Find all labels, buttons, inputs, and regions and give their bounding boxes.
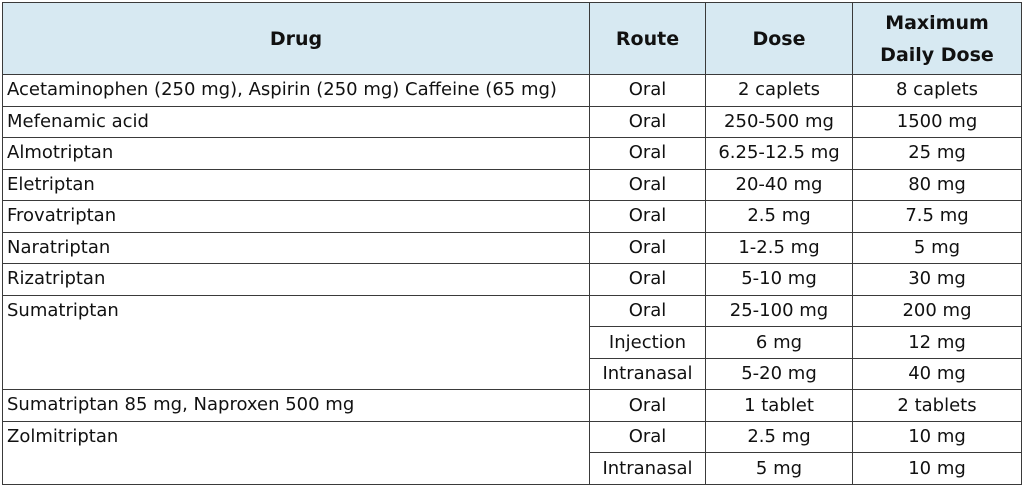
table-row: Intranasal 5-20 mg 40 mg [3,357,1022,391]
cell-max: 7.5 mg [852,200,1022,233]
cell-max: 200 mg [852,294,1022,328]
cell-drug: Naratriptan [2,231,590,265]
cell-max: 80 mg [852,168,1022,202]
cell-max: 30 mg [852,263,1022,296]
table-row: Rizatriptan Oral 5-10 mg 30 mg [2,263,1022,296]
table-row: Acetaminophen (250 mg), Aspirin (250 mg)… [2,74,1022,107]
cell-dose: 5 mg [705,452,853,485]
cell-drug: Mefenamic acid [2,105,590,139]
cell-max: 2 tablets [852,389,1022,422]
cell-route: Intranasal [589,452,706,485]
cell-dose: 1-2.5 mg [705,231,853,265]
table-row: Intranasal 5 mg 10 mg [3,452,1022,485]
cell-route: Oral [589,74,706,107]
table-row: Almotriptan Oral 6.25-12.5 mg 25 mg [2,137,1022,170]
table-row: Injection 6 mg 12 mg [3,326,1022,359]
header-drug: Drug [2,2,590,75]
cell-max: 10 mg [852,420,1022,454]
cell-drug: Almotriptan [2,137,590,170]
header-route: Route [589,2,706,75]
header-dose: Dose [705,2,853,75]
cell-route: Oral [589,231,706,265]
cell-route: Oral [589,389,706,422]
cell-dose: 2 caplets [705,74,853,107]
cell-max: 10 mg [852,452,1022,485]
cell-drug: Acetaminophen (250 mg), Aspirin (250 mg)… [2,74,590,107]
table-row: Eletriptan Oral 20-40 mg 80 mg [2,168,1022,202]
header-max-line1: Maximum [885,11,989,34]
cell-dose: 2.5 mg [705,420,853,454]
cell-route: Intranasal [589,357,706,391]
cell-route: Oral [589,137,706,170]
cell-dose: 250-500 mg [705,105,853,139]
cell-route: Injection [589,326,706,359]
cell-route: Oral [589,105,706,139]
cell-dose: 2.5 mg [705,200,853,233]
table-row: Sumatriptan 85 mg, Naproxen 500 mg Oral … [2,389,1022,422]
cell-dose: 6.25-12.5 mg [705,137,853,170]
cell-drug: Sumatriptan [2,294,590,391]
cell-dose: 20-40 mg [705,168,853,202]
cell-drug: Frovatriptan [2,200,590,233]
cell-dose: 6 mg [705,326,853,359]
cell-route: Oral [589,263,706,296]
cell-dose: 25-100 mg [705,294,853,328]
cell-max: 8 caplets [852,74,1022,107]
cell-dose: 5-20 mg [705,357,853,391]
cell-max: 1500 mg [852,105,1022,139]
cell-max: 5 mg [852,231,1022,265]
cell-dose: 1 tablet [705,389,853,422]
cell-route: Oral [589,168,706,202]
cell-max: 25 mg [852,137,1022,170]
table-row: Mefenamic acid Oral 250-500 mg 1500 mg [2,105,1022,139]
header-max-line2: Daily Dose [880,43,994,66]
table-row: Zolmitriptan Oral 2.5 mg 10 mg [2,420,1022,486]
cell-drug: Eletriptan [2,168,590,202]
header-row: Drug Route Dose Maximum Daily Dose [2,2,1022,75]
cell-route: Oral [589,420,706,454]
cell-drug: Zolmitriptan [2,420,590,486]
table-row: Naratriptan Oral 1-2.5 mg 5 mg [2,231,1022,265]
table-row: Frovatriptan Oral 2.5 mg 7.5 mg [2,200,1022,233]
cell-dose: 5-10 mg [705,263,853,296]
cell-route: Oral [589,200,706,233]
cell-drug: Rizatriptan [2,263,590,296]
header-max-daily-dose: Maximum Daily Dose [852,2,1022,75]
cell-route: Oral [589,294,706,328]
cell-drug: Sumatriptan 85 mg, Naproxen 500 mg [2,389,590,422]
cell-max: 12 mg [852,326,1022,359]
cell-max: 40 mg [852,357,1022,391]
table-row: Sumatriptan Oral 25-100 mg 200 mg [2,294,1022,391]
